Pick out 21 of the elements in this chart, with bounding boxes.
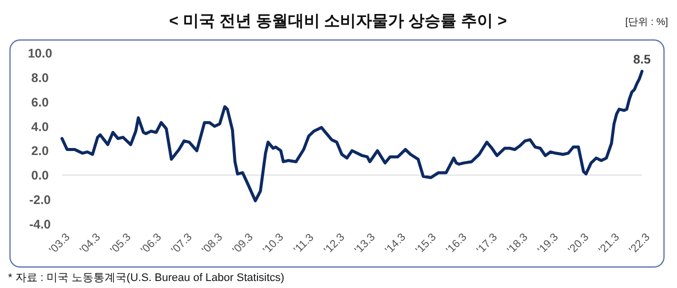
y-tick-label: 10.0 — [28, 46, 52, 60]
text: * 자료 : 미국 노동통계국(U.S. Bureau of Labor Statisitcs) — [8, 272, 284, 284]
chart-title: < 미국 전년 동월대비 소비자물가 상승률 추이 > — [169, 13, 507, 30]
x-tick-label: '03.3 — [47, 231, 72, 256]
y-tick-label: 0.0 — [31, 168, 49, 183]
y-tick-label: 2.0 — [31, 144, 49, 158]
y-tick-label: -4.0 — [29, 218, 51, 232]
y-tick-label: 8.0 — [31, 70, 49, 85]
x-tick-label: '04.3 — [78, 231, 103, 256]
annotation: 8.5 — [633, 52, 651, 66]
y-tick-label: 4.0 — [31, 120, 49, 134]
x-tick-label: '11.3 — [292, 232, 316, 256]
y-tick-label: 6.0 — [31, 95, 49, 110]
y-tick-label: -2.0 — [29, 193, 51, 208]
x-tick-label: '07.3 — [169, 231, 195, 256]
x-tick-label: '05.3 — [108, 231, 134, 256]
x-tick-label: '09.3 — [230, 231, 256, 256]
line-series — [60, 70, 644, 202]
x-tick-label: '06.3 — [138, 231, 164, 256]
x-tick-label: '08.3 — [200, 231, 226, 256]
text: [단위 : %] — [625, 17, 668, 28]
